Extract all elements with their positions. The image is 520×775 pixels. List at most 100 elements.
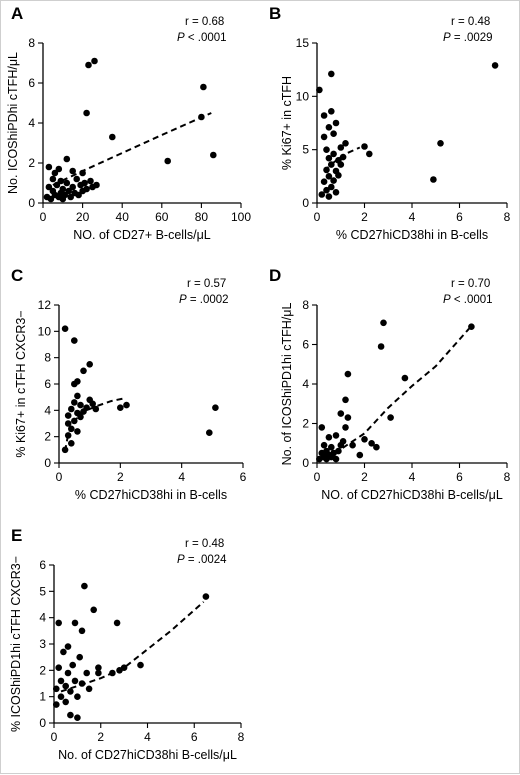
data-point	[344, 414, 352, 421]
data-point	[78, 627, 86, 635]
data-point	[117, 404, 124, 412]
data-point	[64, 643, 72, 650]
data-point	[380, 319, 387, 327]
x-tick-label: 40	[116, 210, 130, 224]
data-point	[342, 396, 349, 404]
stat-p-prefix: P	[177, 32, 185, 44]
y-tick-label: 0	[39, 716, 46, 730]
trend-line	[323, 328, 470, 457]
stat-r: r = 0.48	[185, 538, 224, 550]
data-point	[85, 685, 93, 693]
data-point	[64, 669, 72, 677]
x-tick-label: 8	[238, 730, 245, 744]
data-point	[47, 195, 55, 203]
y-tick-label: 2	[44, 430, 51, 444]
data-point	[430, 176, 437, 183]
data-point	[76, 653, 83, 661]
y-tick-label: 0	[44, 456, 51, 470]
panel-b: 0 2 4 6 8 0 5 10 15 % CD27hiCD38hi in B-cells % Ki…	[269, 4, 511, 242]
y-tick-label: 3	[39, 637, 46, 651]
data-point	[87, 177, 94, 185]
data-point	[74, 714, 81, 721]
data-point	[77, 413, 84, 421]
data-point	[86, 361, 93, 368]
data-point	[71, 619, 79, 627]
x-tick-label: 6	[456, 470, 463, 484]
data-point	[63, 179, 71, 187]
data-point	[368, 440, 375, 447]
y-tick-label: 12	[38, 298, 52, 312]
stat-p: P < .0001	[177, 32, 227, 44]
stat-p-value: < .0001	[451, 294, 493, 306]
data-point	[74, 392, 81, 400]
stat-r: r = 0.70	[451, 278, 490, 290]
data-point	[198, 113, 205, 121]
data-point	[200, 83, 207, 91]
data-point	[468, 323, 475, 331]
x-tick-label: 4	[409, 210, 416, 224]
data-point	[57, 693, 65, 700]
data-point	[67, 193, 74, 201]
panel-letter: B	[269, 4, 281, 23]
stat-r: r = 0.68	[185, 16, 224, 28]
data-point	[60, 648, 67, 656]
y-axis-title: % Ki67+ in cTFH	[280, 76, 294, 170]
x-tick-label: 60	[155, 210, 169, 224]
data-point	[67, 688, 74, 695]
data-point	[202, 593, 210, 600]
data-point	[337, 161, 345, 168]
y-tick-label: 6	[39, 558, 46, 572]
data-point	[325, 154, 333, 162]
data-point	[339, 153, 347, 161]
stat-p: P < .0001	[443, 294, 493, 306]
data-point	[71, 417, 78, 425]
data-point	[83, 185, 90, 193]
data-point	[65, 187, 72, 195]
x-tick-label: 0	[56, 470, 63, 484]
data-point	[361, 143, 368, 150]
stat-p-prefix: P	[443, 294, 451, 306]
data-point	[83, 109, 90, 117]
data-point	[323, 166, 330, 174]
x-tick-label: 100	[231, 210, 251, 224]
data-point	[89, 400, 96, 408]
data-point	[92, 405, 100, 413]
data-point	[335, 172, 342, 179]
data-point	[55, 664, 62, 671]
data-point	[91, 57, 98, 65]
data-point	[323, 146, 330, 153]
x-tick-label: 2	[97, 730, 104, 744]
x-tick-label: 8	[504, 470, 511, 484]
data-point	[377, 343, 385, 350]
data-point	[61, 446, 69, 454]
data-point	[53, 701, 60, 708]
data-point	[339, 438, 347, 445]
data-point	[71, 399, 78, 406]
data-point	[64, 420, 72, 427]
trend-line	[60, 601, 205, 693]
data-point	[83, 404, 90, 412]
y-tick-label: 6	[302, 338, 309, 352]
data-point	[328, 108, 335, 115]
x-tick-label: 0	[40, 210, 47, 224]
data-point	[332, 455, 340, 463]
data-point	[337, 410, 345, 417]
y-tick-label: 4	[302, 377, 309, 391]
data-point	[342, 424, 349, 431]
x-axis-title: NO. of CD27+ B-cells/μL	[73, 228, 211, 242]
x-tick-label: 6	[456, 210, 463, 224]
stat-p-value: = .0029	[451, 32, 493, 44]
data-point	[328, 70, 335, 78]
data-point	[109, 133, 116, 141]
data-point	[49, 175, 57, 183]
data-point	[330, 130, 337, 137]
y-tick-label: 8	[28, 36, 35, 50]
data-point	[349, 441, 356, 449]
panel-letter: C	[11, 266, 23, 285]
data-point	[69, 167, 76, 175]
x-axis-title: NO. of CD27hiCD38hi B-cells/μL	[321, 488, 503, 502]
data-point	[356, 451, 364, 459]
data-point	[137, 661, 144, 669]
panel-letter: A	[11, 4, 23, 23]
